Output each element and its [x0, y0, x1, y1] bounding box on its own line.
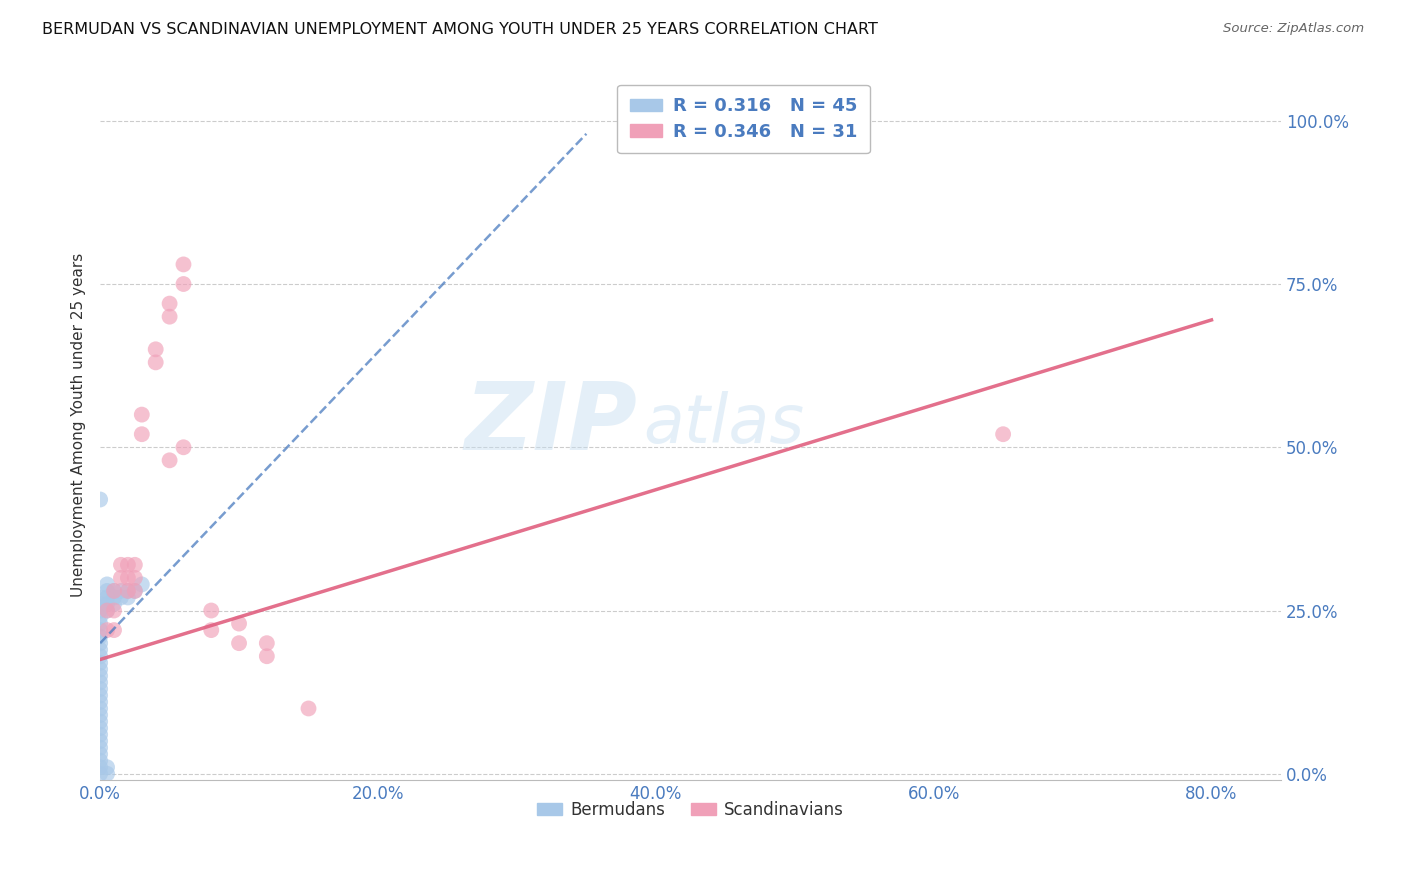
Point [256, 649, 278, 664]
Point [117, 571, 139, 585]
Text: Source: ZipAtlas.com: Source: ZipAtlas.com [1223, 22, 1364, 36]
Point [89, 721, 111, 735]
Point [172, 277, 194, 291]
Point [200, 603, 222, 617]
Point [89, 754, 111, 768]
Point [96, 591, 118, 605]
Legend: Bermudans, Scandinavians: Bermudans, Scandinavians [530, 794, 851, 825]
Point [117, 583, 139, 598]
Point [124, 583, 146, 598]
Text: atlas: atlas [644, 392, 804, 458]
Point [228, 636, 250, 650]
Point [117, 583, 139, 598]
Point [103, 597, 125, 611]
Point [89, 669, 111, 683]
Text: BERMUDAN VS SCANDINAVIAN UNEMPLOYMENT AMONG YOUTH UNDER 25 YEARS CORRELATION CHA: BERMUDAN VS SCANDINAVIAN UNEMPLOYMENT AM… [42, 22, 879, 37]
Point [89, 492, 111, 507]
Point [89, 681, 111, 696]
Point [89, 603, 111, 617]
Point [228, 616, 250, 631]
Point [89, 708, 111, 723]
Point [131, 427, 153, 442]
Point [96, 577, 118, 591]
Point [96, 597, 118, 611]
Point [89, 630, 111, 644]
Point [89, 623, 111, 637]
Point [131, 577, 153, 591]
Point [124, 571, 146, 585]
Point [89, 597, 111, 611]
Point [991, 427, 1014, 442]
Point [110, 591, 132, 605]
Point [256, 636, 278, 650]
Point [103, 603, 125, 617]
Point [124, 583, 146, 598]
Point [117, 558, 139, 572]
Point [89, 656, 111, 670]
Point [172, 440, 194, 454]
Point [96, 603, 118, 617]
Point [103, 583, 125, 598]
Y-axis label: Unemployment Among Youth under 25 years: Unemployment Among Youth under 25 years [72, 252, 86, 597]
Point [145, 343, 167, 357]
Point [103, 583, 125, 598]
Point [117, 591, 139, 605]
Point [89, 766, 111, 780]
Point [159, 453, 181, 467]
Point [110, 583, 132, 598]
Point [96, 760, 118, 774]
Point [89, 675, 111, 690]
Point [172, 257, 194, 271]
Point [89, 649, 111, 664]
Text: ZIP: ZIP [464, 378, 637, 470]
Point [96, 766, 118, 780]
Point [103, 623, 125, 637]
Point [89, 636, 111, 650]
Point [110, 558, 132, 572]
Point [96, 603, 118, 617]
Point [200, 623, 222, 637]
Point [89, 714, 111, 729]
Point [96, 623, 118, 637]
Point [89, 701, 111, 715]
Point [131, 408, 153, 422]
Point [89, 728, 111, 742]
Point [297, 701, 319, 715]
Point [110, 571, 132, 585]
Point [89, 734, 111, 748]
Point [89, 695, 111, 709]
Point [89, 747, 111, 761]
Point [159, 296, 181, 310]
Point [159, 310, 181, 324]
Point [89, 616, 111, 631]
Point [89, 591, 111, 605]
Point [89, 689, 111, 703]
Point [89, 760, 111, 774]
Point [89, 642, 111, 657]
Point [124, 558, 146, 572]
Point [89, 740, 111, 755]
Point [89, 662, 111, 676]
Point [96, 583, 118, 598]
Point [89, 610, 111, 624]
Point [145, 355, 167, 369]
Point [103, 591, 125, 605]
